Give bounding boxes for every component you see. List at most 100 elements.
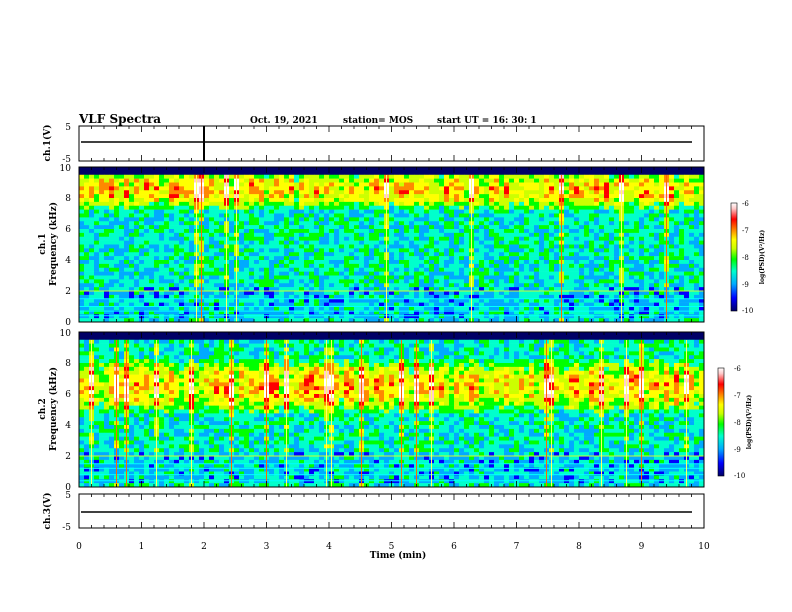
spectrogram-cell (169, 167, 175, 172)
spectrogram-cell (584, 263, 590, 269)
spectrogram-cell (169, 291, 175, 296)
spectrogram-cell (444, 275, 450, 280)
spectrogram-cell (229, 170, 235, 176)
spectrogram-cell (84, 318, 90, 323)
spectrogram-cell (494, 209, 500, 214)
spectrogram-cell (444, 267, 450, 272)
spectrogram-cell (649, 232, 655, 238)
spectrogram-cell (114, 294, 120, 300)
spectrogram-cell (654, 186, 660, 191)
spectrogram-cell (379, 229, 385, 234)
spectrogram-cell (349, 205, 355, 210)
spectrogram-cell (119, 271, 125, 276)
spectrogram-cell (214, 310, 220, 315)
spectrogram-cell (109, 271, 115, 276)
spectrogram-cell (439, 244, 445, 249)
spectrogram-cell (399, 178, 405, 183)
spectrogram-cell (589, 221, 595, 226)
spectrogram-cell (509, 201, 515, 207)
spectrogram-cell (419, 221, 425, 226)
spectrogram-cell (564, 275, 570, 280)
spectrogram-cell (79, 240, 85, 245)
spectrogram-cell (684, 252, 690, 257)
spectrogram-cell (149, 314, 155, 319)
spectrogram-cell (439, 283, 445, 288)
spectrogram-cell (434, 186, 440, 191)
spectrogram-cell (569, 190, 575, 195)
spectrogram-cell (94, 240, 100, 245)
spectrogram-cell (79, 294, 85, 300)
spectrogram-cell (104, 209, 110, 214)
spectrogram-cell (674, 252, 680, 257)
spectrogram-cell (489, 275, 495, 280)
spectrogram-cell (549, 298, 555, 303)
spectrogram-cell (229, 271, 235, 276)
spectrogram-cell (344, 240, 350, 245)
spectrogram-cell (354, 248, 360, 253)
spectrogram-cell (149, 236, 155, 241)
spectrogram-cell (349, 318, 355, 323)
spectrogram-cell (304, 314, 310, 319)
spectrogram-cell (294, 178, 300, 183)
spectrogram-cell (599, 229, 605, 234)
spectrogram-cell (164, 260, 170, 265)
spectrogram-cell (419, 267, 425, 272)
spectrogram-cell (209, 287, 215, 292)
spectrogram-cell (449, 198, 455, 203)
spectrogram-cell (284, 302, 290, 307)
spectrogram-cell (364, 178, 370, 183)
spectrogram-cell (264, 252, 270, 257)
spectrogram-cell (354, 275, 360, 280)
spectrogram-cell (239, 221, 245, 226)
spectrogram-cell (659, 275, 665, 280)
spectrogram-cell (479, 236, 485, 241)
spectrogram-cell (289, 198, 295, 203)
spectrogram-cell (134, 205, 140, 210)
spectrogram-cell (364, 221, 370, 226)
spectrogram-cell (434, 310, 440, 315)
spectrogram-cell (389, 209, 395, 214)
spectrogram-cell (444, 240, 450, 245)
spectrogram-cell (584, 256, 590, 261)
spectrogram-cell (654, 213, 660, 218)
spectrogram-cell (449, 260, 455, 265)
spectrogram-cell (144, 225, 150, 230)
spectrogram-cell (79, 314, 85, 319)
spectrogram-cell (434, 225, 440, 230)
spectrogram-cell (189, 209, 195, 214)
spectrogram-cell (144, 248, 150, 253)
spectrogram-cell (399, 314, 405, 319)
spectrogram-cell (504, 291, 510, 296)
spectrogram-cell (429, 306, 435, 311)
spectrogram-cell (349, 232, 355, 238)
spectrogram-cell (179, 174, 185, 179)
spectrogram-cell (89, 283, 95, 288)
spectrogram-cell (404, 174, 410, 179)
spectrogram-cell (214, 229, 220, 234)
spectrogram-cell (589, 291, 595, 296)
spectrogram-cell (154, 236, 160, 241)
spectrogram-cell (299, 314, 305, 319)
spectrogram-cell (549, 306, 555, 311)
spectrogram-cell (634, 248, 640, 253)
spectrogram-cell (319, 298, 325, 303)
spectrogram-cell (89, 279, 95, 284)
spectrogram-cell (109, 217, 115, 222)
spectrogram-cell (599, 182, 605, 187)
spectrogram-cell (149, 298, 155, 303)
spectrogram-cell (464, 248, 470, 253)
spectrogram-cell (494, 205, 500, 210)
spectrogram-cell (169, 302, 175, 307)
spectrogram-cell (299, 201, 305, 207)
spectrogram-cell (204, 256, 210, 261)
spectrogram-cell (489, 267, 495, 272)
spectrogram-cell (229, 240, 235, 245)
spectrogram-cell (84, 314, 90, 319)
spectrogram-cell (554, 260, 560, 265)
spectrogram-cell (189, 263, 195, 269)
spectrogram-cell (449, 252, 455, 257)
spectrogram-cell (284, 209, 290, 214)
spectrogram-cell (79, 221, 85, 226)
spectrogram-cell (514, 182, 520, 187)
spectrogram-cell (479, 256, 485, 261)
